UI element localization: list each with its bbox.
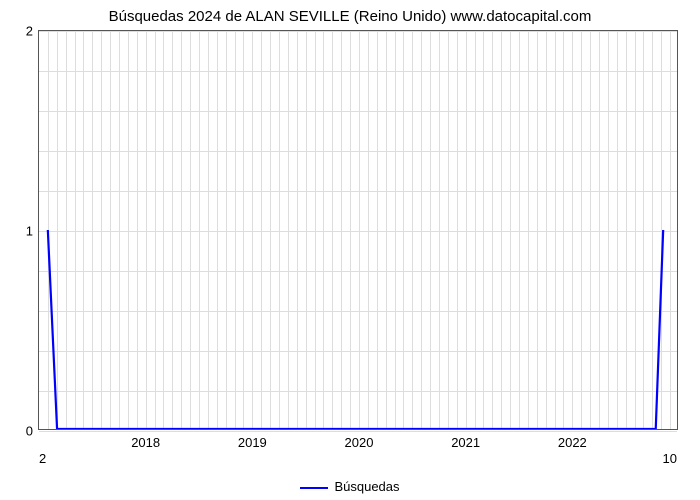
- chart-title: Búsquedas 2024 de ALAN SEVILLE (Reino Un…: [0, 8, 700, 25]
- x-tick-label: 2019: [238, 435, 267, 450]
- series-line: [48, 230, 663, 429]
- y-tick-label: 0: [26, 424, 33, 439]
- legend-label: Búsquedas: [334, 479, 399, 494]
- legend: Búsquedas: [0, 479, 700, 494]
- x-tick-label: 2022: [558, 435, 587, 450]
- x-range-start-label: 2: [39, 451, 46, 466]
- y-tick-label: 2: [26, 24, 33, 39]
- legend-swatch: [300, 487, 328, 489]
- x-tick-label: 2018: [131, 435, 160, 450]
- chart-container: Búsquedas 2024 de ALAN SEVILLE (Reino Un…: [0, 0, 700, 500]
- x-range-end-label: 10: [663, 451, 677, 466]
- x-tick-label: 2021: [451, 435, 480, 450]
- y-tick-label: 1: [26, 224, 33, 239]
- plot-area: 2 10 01220182019202020212022: [38, 30, 678, 430]
- x-tick-label: 2020: [345, 435, 374, 450]
- gridline-horizontal: [39, 431, 677, 432]
- line-series-svg: [39, 31, 677, 429]
